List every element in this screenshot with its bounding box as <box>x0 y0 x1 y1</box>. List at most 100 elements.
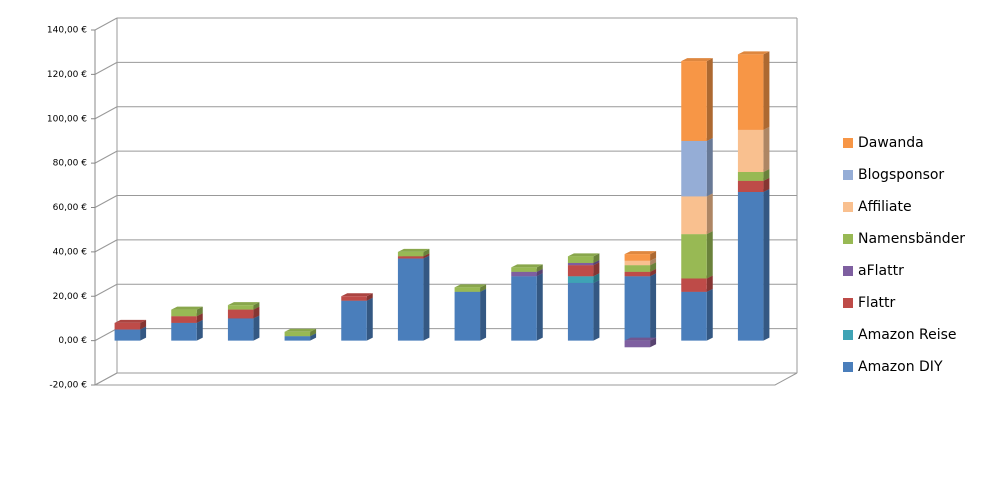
bar-side <box>140 319 147 330</box>
bar <box>737 191 764 341</box>
legend-swatch <box>843 138 853 148</box>
bar-side <box>196 306 203 317</box>
bar-side <box>196 313 203 323</box>
bar-side <box>650 337 657 348</box>
bar-side <box>763 169 770 181</box>
bar-side <box>536 264 543 272</box>
legend-label: Amazon DIY <box>858 359 943 375</box>
bar <box>511 271 537 277</box>
bar-side <box>423 255 430 341</box>
grid-line <box>94 61 118 75</box>
bar-side <box>310 328 317 337</box>
bar <box>681 291 707 341</box>
bar <box>681 278 707 292</box>
bar-side <box>480 284 487 292</box>
grid-line <box>94 283 118 297</box>
y-tick-label: -20,00 € <box>49 381 87 391</box>
bar-side <box>763 177 770 192</box>
bar-side <box>310 333 317 341</box>
bar <box>284 336 311 341</box>
bar-side <box>706 58 713 141</box>
bar-side <box>650 273 657 341</box>
bar-side <box>706 231 713 279</box>
bar <box>624 340 651 348</box>
bar-side <box>763 188 770 341</box>
bar <box>737 172 764 181</box>
bar-side <box>423 253 430 259</box>
bar-side <box>480 288 487 341</box>
bar <box>171 322 197 341</box>
bar <box>341 300 367 341</box>
bar <box>567 256 594 263</box>
bar-side <box>706 137 713 197</box>
legend-label: Dawanda <box>858 135 924 151</box>
bar <box>624 271 651 277</box>
bar <box>624 254 651 261</box>
bar-side <box>423 248 430 257</box>
bar-side <box>706 193 713 235</box>
bar-side <box>706 275 713 292</box>
bar <box>567 262 594 266</box>
bar-top <box>511 264 543 268</box>
bar <box>284 331 311 337</box>
bar-top <box>624 251 657 255</box>
bar <box>624 265 651 272</box>
y-tick-label: 120,00 € <box>47 70 87 80</box>
legend-swatch <box>843 170 853 180</box>
bar <box>511 276 537 341</box>
bar-top <box>624 337 657 341</box>
bar-side <box>593 259 600 266</box>
bar-top <box>227 302 260 306</box>
bar-top <box>681 58 713 62</box>
bar-top <box>284 328 317 332</box>
bar-side <box>253 315 260 341</box>
bar <box>171 309 197 317</box>
bar <box>227 309 254 319</box>
legend-label: Amazon Reise <box>858 327 957 343</box>
bar <box>681 234 707 279</box>
bar-top <box>567 253 600 257</box>
floor <box>94 372 798 386</box>
bar-side <box>196 319 203 341</box>
grid-line <box>94 195 118 208</box>
bar-side <box>593 253 600 263</box>
y-tick-label: 140,00 € <box>47 26 87 36</box>
bar-side <box>650 257 657 266</box>
bar <box>737 129 764 172</box>
bar-top <box>737 51 770 55</box>
bar-side <box>763 126 770 172</box>
legend-swatch <box>843 330 853 340</box>
grid-line <box>94 106 118 120</box>
bar-side <box>366 297 373 341</box>
bar <box>227 318 254 341</box>
bar-side <box>536 273 543 341</box>
y-tick-label: 80,00 € <box>53 159 88 169</box>
bar <box>454 287 481 292</box>
legend-label: Namensbänder <box>858 231 965 247</box>
bar-side <box>593 262 600 277</box>
y-tick-label: 60,00 € <box>53 203 88 213</box>
bar-side <box>763 51 770 130</box>
bar-side <box>253 302 260 310</box>
bar-side <box>366 293 373 301</box>
bar <box>227 305 254 310</box>
legend-label: Flattr <box>858 295 896 311</box>
bar <box>737 180 764 192</box>
bar <box>624 260 651 266</box>
bar-side <box>253 306 260 319</box>
bar-side <box>650 251 657 261</box>
grid-line <box>94 17 118 31</box>
bar <box>737 54 764 130</box>
bar-side <box>593 279 600 341</box>
bar <box>341 296 367 301</box>
grid-line <box>94 150 118 164</box>
legend-swatch <box>843 266 853 276</box>
legend-label: Blogsponsor <box>858 167 944 183</box>
bar <box>171 316 197 323</box>
bar-side <box>593 273 600 283</box>
bar <box>511 267 537 272</box>
bar-side <box>536 268 543 277</box>
bar <box>567 282 594 341</box>
bar-top <box>114 319 147 323</box>
